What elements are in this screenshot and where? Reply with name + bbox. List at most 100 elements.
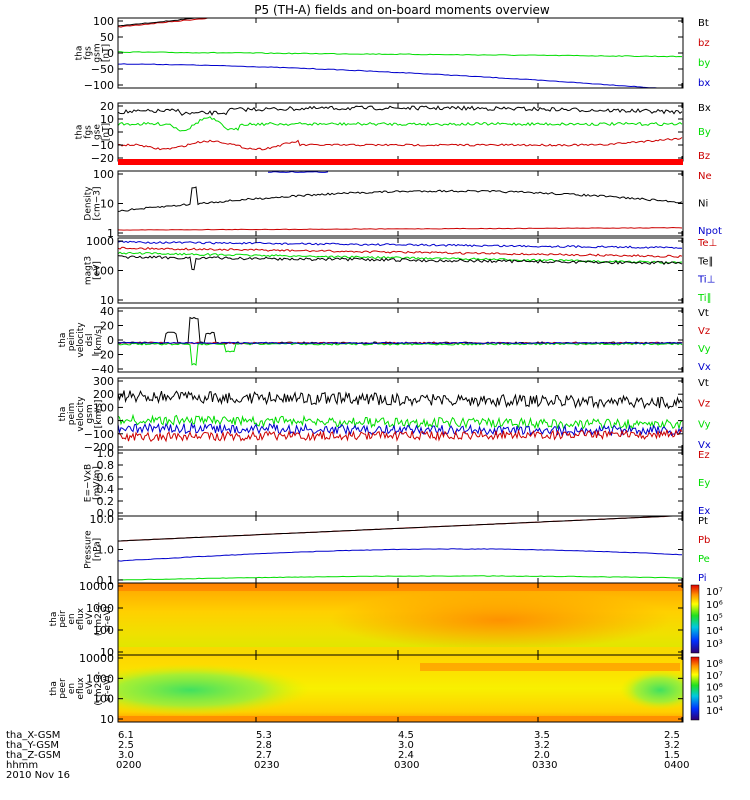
panel-p5: 40 200 −20−40 tha peim velocity dsl [km/s] Vt Vz V… bbox=[58, 305, 711, 376]
y-axis-label-line: en bbox=[67, 613, 77, 624]
series-bz-line bbox=[118, 137, 683, 151]
y-axis-label-line: velocity bbox=[76, 396, 86, 432]
panel-frame bbox=[117, 307, 684, 373]
tick-value: 2.5 bbox=[118, 740, 134, 751]
y-tick-label: 200 bbox=[93, 388, 114, 401]
colorbar-label: 10⁵ bbox=[706, 694, 723, 705]
legend-item-black: Vt bbox=[698, 378, 709, 389]
y-tick-label: −10 bbox=[91, 139, 114, 152]
y-tick-label: 100 bbox=[93, 168, 114, 181]
y-axis-label-line: eV bbox=[85, 682, 95, 695]
y-tick-label: 10 bbox=[100, 294, 114, 307]
y-axis-label-line: gse bbox=[93, 124, 103, 140]
series-by-line bbox=[118, 51, 683, 58]
colorbar-label: 10⁵ bbox=[706, 613, 723, 624]
legend-item-red: Ez bbox=[698, 450, 710, 461]
legend-item-blue: Npot bbox=[698, 226, 722, 237]
colorbar-label: 10⁷ bbox=[706, 671, 723, 682]
panel-p3: 100 10 1 Density [cm−3] Ne Ni Npot bbox=[84, 168, 722, 240]
series-vy-line bbox=[118, 413, 683, 431]
series-vt-line bbox=[118, 316, 683, 345]
y-axis-label-line: (cm2-s- bbox=[94, 602, 104, 636]
legend-item-black: Ni bbox=[698, 199, 708, 210]
panel-p1: 100 50 0 −50 −100 tha fgs gsm [nT] Bt bz by bx bbox=[75, 15, 711, 92]
y-axis-label: tha peim velocity dsl [km/s] bbox=[58, 322, 104, 358]
y-axis-label-line: velocity bbox=[76, 322, 86, 358]
y-axis-label-line: gsm bbox=[85, 404, 95, 423]
tick-value: 3.0 bbox=[398, 740, 414, 751]
series-tiperp-line bbox=[118, 240, 683, 249]
tick-value: 0300 bbox=[394, 760, 419, 771]
series-by-line bbox=[118, 116, 683, 132]
y-axis-label-line: [nT] bbox=[102, 44, 112, 62]
series-bx-line bbox=[118, 63, 661, 88]
colorbar bbox=[690, 584, 700, 654]
spectrogram-cold-region bbox=[118, 664, 310, 716]
y-axis-label-line: fgs bbox=[84, 125, 94, 139]
legend-item-green: Vy bbox=[698, 419, 711, 430]
series-npot-line bbox=[268, 171, 329, 173]
panel-p10: 10000 1000 100 10 tha peer en eflux eV (cm2-s-sr-… bbox=[49, 652, 723, 726]
legend-item-blue: Vx bbox=[698, 440, 711, 451]
legend-item-red: Pb bbox=[698, 535, 710, 546]
tick-value: 1.5 bbox=[664, 750, 680, 761]
panel-frame bbox=[117, 237, 684, 304]
series-bx-line bbox=[118, 105, 683, 116]
panel-p9: 10000 1000 100 10 tha peir en eflux eV (cm2-s-sr-… bbox=[49, 580, 723, 659]
series-tipar-line bbox=[118, 251, 683, 264]
colorbar-label: 10³ bbox=[706, 639, 723, 650]
tick-value: 2.5 bbox=[664, 730, 680, 741]
series-vt-line bbox=[118, 389, 683, 410]
series-pe-line bbox=[118, 575, 683, 581]
panel-data bbox=[118, 105, 683, 151]
y-tick-label: 0 bbox=[107, 47, 114, 60]
y-tick-label: 10000 bbox=[79, 652, 114, 665]
time-row-label: tha_Y-GSM bbox=[6, 740, 59, 751]
panel-data bbox=[118, 18, 683, 88]
y-axis-label-line: [nT] bbox=[102, 123, 112, 141]
y-axis-label-line: fgs bbox=[84, 46, 94, 60]
tick-value: 2.0 bbox=[534, 750, 550, 761]
y-axis-label-line: peer bbox=[58, 678, 68, 699]
tick-value: 3.5 bbox=[534, 730, 550, 741]
y-tick-label: 1 bbox=[107, 227, 114, 240]
y-axis-label-line: tha bbox=[58, 407, 68, 422]
panel-data bbox=[118, 316, 683, 366]
time-row-label: tha_X-GSM bbox=[6, 730, 60, 741]
legend-item-blue: Ex bbox=[698, 506, 710, 517]
y-axis-label-line: [eV] bbox=[93, 261, 103, 280]
tick-value: 0200 bbox=[116, 760, 141, 771]
y-tick-label: 0.4 bbox=[97, 483, 115, 496]
tick-value: 2.8 bbox=[256, 740, 272, 751]
y-axis-label-line: (cm2-s- bbox=[94, 671, 104, 705]
panel-data bbox=[118, 583, 683, 655]
colorbar-label: 10⁴ bbox=[706, 706, 723, 717]
legend-item-green: Ti∥ bbox=[697, 293, 712, 304]
time-row-label: hhmm bbox=[6, 760, 38, 771]
y-tick-label: 20 bbox=[100, 100, 114, 113]
y-axis-label-line: peim bbox=[67, 329, 77, 352]
y-tick-label: −50 bbox=[91, 63, 114, 76]
tick-value: 6.1 bbox=[118, 730, 134, 741]
legend-item-red: Ne bbox=[698, 171, 712, 182]
y-axis-label-line: [nPa] bbox=[93, 538, 103, 561]
tick-value: 2.4 bbox=[398, 750, 414, 761]
y-tick-label: 0 bbox=[107, 126, 114, 139]
spectrogram-cold-region bbox=[620, 670, 683, 710]
y-tick-label: 20 bbox=[100, 320, 114, 333]
y-tick-label: −100 bbox=[84, 428, 114, 441]
y-axis-label-line: [km/s] bbox=[94, 400, 104, 429]
y-tick-label: −20 bbox=[91, 152, 114, 165]
legend-item-blue: Ti⊥ bbox=[697, 275, 715, 286]
colorbar-label: 10⁷ bbox=[706, 587, 723, 598]
date-label: 2010 Nov 16 bbox=[6, 770, 70, 781]
figure-title: P5 (TH-A) fields and on-board moments ov… bbox=[254, 3, 550, 17]
y-axis-label-line: gsm bbox=[93, 43, 103, 62]
tick-value: 4.5 bbox=[398, 730, 414, 741]
colorbar-label: 10⁶ bbox=[706, 683, 723, 694]
legend-item-black: Bx bbox=[698, 103, 711, 114]
y-tick-label: 1000 bbox=[86, 672, 114, 685]
y-tick-label: −40 bbox=[91, 363, 114, 376]
y-axis-label-line: eV bbox=[85, 612, 95, 625]
y-tick-label: 0.8 bbox=[97, 459, 115, 472]
